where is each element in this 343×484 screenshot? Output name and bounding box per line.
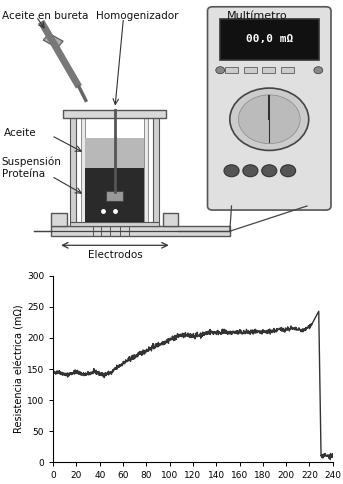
Bar bbox=[281, 67, 294, 73]
Bar bbox=[153, 112, 159, 227]
Bar bbox=[63, 110, 166, 118]
Circle shape bbox=[216, 67, 225, 74]
Circle shape bbox=[224, 165, 239, 177]
Text: Aceite: Aceite bbox=[3, 128, 36, 138]
Bar bbox=[163, 213, 178, 227]
Text: Electrodos: Electrodos bbox=[87, 250, 142, 260]
Text: 00,0 mΩ: 00,0 mΩ bbox=[246, 34, 293, 45]
Text: Homogenizador: Homogenizador bbox=[96, 11, 179, 21]
Bar bbox=[225, 67, 238, 73]
Bar bbox=[70, 112, 76, 227]
Bar bbox=[43, 33, 63, 48]
Bar bbox=[70, 222, 159, 227]
Text: Aceite en bureta: Aceite en bureta bbox=[2, 11, 88, 21]
Bar bbox=[51, 213, 67, 227]
Circle shape bbox=[262, 165, 277, 177]
Text: Suspensión
Proteína: Suspensión Proteína bbox=[2, 157, 62, 180]
Circle shape bbox=[243, 165, 258, 177]
Bar bbox=[244, 67, 257, 73]
Circle shape bbox=[281, 165, 296, 177]
FancyBboxPatch shape bbox=[208, 7, 331, 210]
Bar bbox=[262, 67, 275, 73]
Text: Multímetro: Multímetro bbox=[226, 11, 287, 21]
Bar bbox=[51, 227, 230, 236]
Bar bbox=[85, 138, 144, 168]
Y-axis label: Resistencia eléctrica (mΩ): Resistencia eléctrica (mΩ) bbox=[14, 305, 24, 433]
Circle shape bbox=[314, 67, 323, 74]
Circle shape bbox=[238, 95, 300, 144]
Bar bbox=[85, 168, 144, 222]
Bar bbox=[144, 118, 148, 227]
Bar bbox=[81, 118, 85, 227]
Circle shape bbox=[230, 88, 309, 151]
Bar bbox=[220, 19, 319, 60]
Bar bbox=[106, 191, 123, 200]
